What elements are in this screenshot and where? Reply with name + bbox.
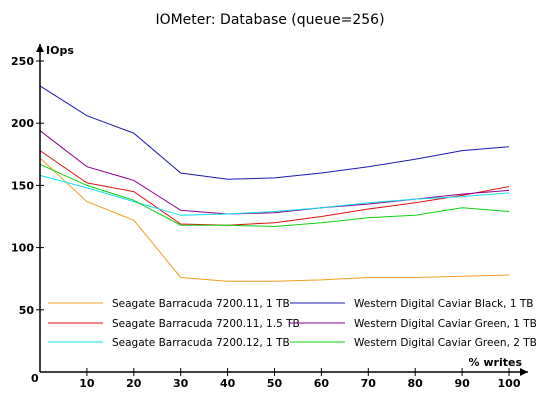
legend-item-3: Seagate Barracuda 7200.11, 1.5 TB — [48, 318, 300, 330]
series-lines — [39, 85, 510, 282]
legend-item-1: Seagate Barracuda 7200.11, 1 TB — [48, 298, 290, 310]
legend-label: Western Digital Caviar Green, 1 TB — [354, 318, 537, 330]
legend-label: Seagate Barracuda 7200.11, 1 TB — [112, 298, 290, 310]
x-tick-label: 70 — [361, 377, 377, 390]
y-axis-arrow-icon — [36, 44, 44, 52]
series-line-1 — [39, 157, 510, 282]
x-tick-label: 90 — [454, 377, 470, 390]
x-tick-label: 80 — [408, 377, 424, 390]
x-axis-arrow-icon — [520, 368, 528, 376]
legend: Seagate Barracuda 7200.11, 1 TB Western D… — [48, 298, 537, 349]
y-tick-label: 250 — [11, 55, 34, 68]
x-axis-label: % writes — [469, 356, 523, 369]
x-tick-label: 30 — [173, 377, 189, 390]
legend-item-4: Western Digital Caviar Green, 1 TB — [290, 318, 537, 330]
legend-label: Western Digital Caviar Black, 1 TB — [354, 298, 534, 310]
chart-title: IOMeter: Database (queue=256) — [155, 12, 384, 28]
y-tick-label: 200 — [11, 117, 34, 130]
y-tick-label: 50 — [19, 304, 35, 317]
y-axis-label: IOps — [46, 44, 74, 57]
series-line-2 — [39, 85, 510, 180]
x-tick-label: 100 — [498, 377, 521, 390]
x-tick-label: 40 — [220, 377, 236, 390]
x-tick-label: 10 — [79, 377, 95, 390]
y-tick-label: 100 — [11, 242, 34, 255]
origin-tick-label: 0 — [31, 372, 39, 385]
series-line-6 — [39, 163, 510, 228]
series-line-4 — [39, 130, 510, 215]
legend-item-5: Seagate Barracuda 7200.12, 1 TB — [48, 337, 290, 349]
legend-item-2: Western Digital Caviar Black, 1 TB — [290, 298, 534, 310]
legend-label: Seagate Barracuda 7200.12, 1 TB — [112, 337, 290, 349]
x-axis-ticks: 10 20 30 40 50 60 70 80 90 100 — [79, 368, 521, 390]
y-tick-label: 150 — [11, 179, 34, 192]
y-axis-ticks: 50 100 150 200 250 — [11, 55, 44, 317]
series-line-5 — [39, 174, 510, 216]
x-tick-label: 50 — [267, 377, 283, 390]
axes — [36, 44, 528, 376]
legend-item-6: Western Digital Caviar Green, 2 TB — [290, 337, 537, 349]
x-tick-label: 20 — [126, 377, 142, 390]
x-tick-label: 60 — [314, 377, 330, 390]
series-line-3 — [39, 150, 510, 226]
legend-label: Seagate Barracuda 7200.11, 1.5 TB — [112, 318, 300, 330]
legend-label: Western Digital Caviar Green, 2 TB — [354, 337, 537, 349]
